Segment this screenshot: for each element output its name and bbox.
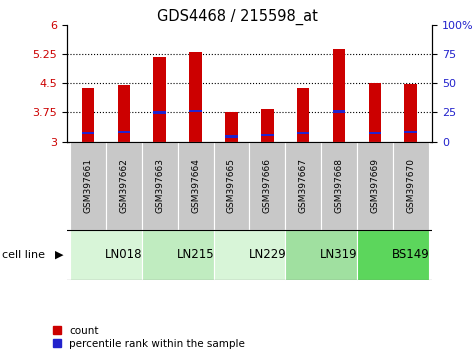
Bar [404, 84, 417, 142]
Bar [297, 88, 309, 142]
Text: GSM397668: GSM397668 [334, 158, 343, 213]
Bar [369, 83, 381, 142]
Bar [214, 142, 249, 230]
Bar [118, 131, 130, 133]
Bar [333, 110, 345, 113]
Text: GSM397664: GSM397664 [191, 158, 200, 213]
Bar [297, 132, 309, 134]
Bar [142, 142, 178, 230]
Text: GDS4468 / 215598_at: GDS4468 / 215598_at [157, 9, 318, 25]
Bar [153, 111, 166, 114]
Bar [82, 88, 95, 142]
Bar [225, 112, 238, 142]
Bar [70, 230, 142, 280]
Bar [225, 135, 238, 138]
Text: GSM397666: GSM397666 [263, 158, 272, 213]
Text: LN229: LN229 [248, 249, 286, 261]
Text: BS149: BS149 [392, 249, 429, 261]
Bar [118, 85, 130, 142]
Bar [393, 142, 428, 230]
Text: LN319: LN319 [320, 249, 358, 261]
Bar [70, 142, 106, 230]
Bar [285, 142, 321, 230]
Text: ▶: ▶ [55, 250, 63, 260]
Text: GSM397661: GSM397661 [84, 158, 93, 213]
Text: GSM397665: GSM397665 [227, 158, 236, 213]
Bar [106, 142, 142, 230]
Legend: count, percentile rank within the sample: count, percentile rank within the sample [53, 326, 245, 349]
Text: GSM397670: GSM397670 [406, 158, 415, 213]
Bar [333, 49, 345, 142]
Bar [321, 142, 357, 230]
Text: GSM397669: GSM397669 [370, 158, 380, 213]
Bar [82, 132, 95, 134]
Text: cell line: cell line [2, 250, 46, 260]
Bar [190, 52, 202, 142]
Bar [285, 230, 357, 280]
Bar [249, 142, 285, 230]
Text: GSM397662: GSM397662 [119, 158, 128, 213]
Bar [261, 109, 274, 142]
Bar [190, 110, 202, 113]
Text: GSM397663: GSM397663 [155, 158, 164, 213]
Bar [404, 131, 417, 133]
Bar [214, 230, 285, 280]
Bar [261, 134, 274, 136]
Text: LN215: LN215 [177, 249, 214, 261]
Bar [357, 230, 428, 280]
Bar [153, 57, 166, 142]
Bar [369, 132, 381, 134]
Bar [142, 230, 214, 280]
Text: GSM397667: GSM397667 [299, 158, 308, 213]
Text: LN018: LN018 [105, 249, 142, 261]
Bar [357, 142, 393, 230]
Bar [178, 142, 214, 230]
